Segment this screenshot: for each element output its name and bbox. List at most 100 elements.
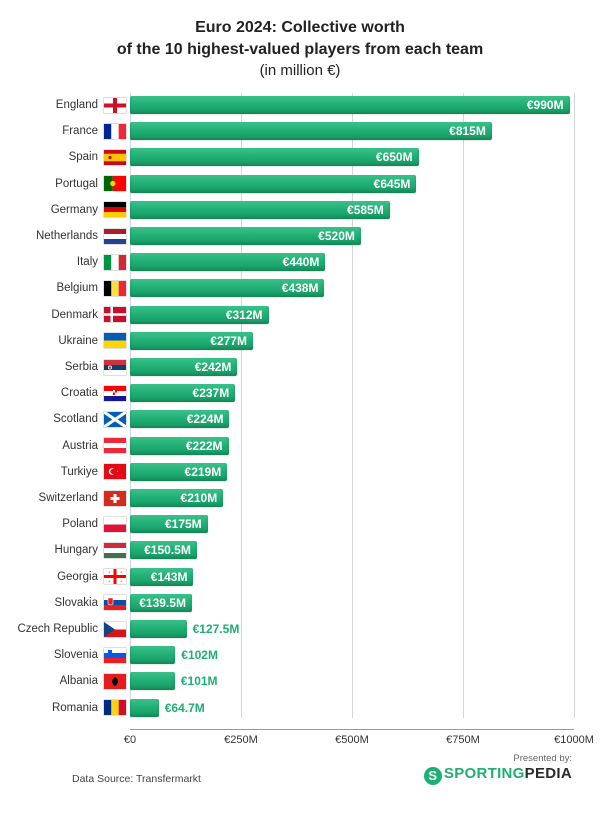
bar-value-label: €438M	[282, 281, 319, 295]
flag-icon	[104, 517, 126, 532]
bar-track: €139.5M	[130, 592, 574, 614]
bar-track: €650M	[130, 146, 574, 168]
bar-track: €150.5M	[130, 539, 574, 561]
chart-subtitle: (in million €)	[16, 62, 584, 79]
flag-icon	[104, 98, 126, 113]
bar-value-label: €645M	[374, 177, 411, 191]
bar	[130, 672, 175, 690]
flag-icon	[104, 674, 126, 689]
bar-row: Serbia €242M	[16, 355, 574, 379]
country-label: Germany	[16, 204, 102, 216]
flag-icon	[104, 333, 126, 348]
flag-icon	[104, 307, 126, 322]
country-label: Italy	[16, 256, 102, 268]
country-label: Netherlands	[16, 230, 102, 242]
bar-track: €102M	[130, 644, 574, 666]
bar-value-label: €143M	[151, 570, 188, 584]
bar-value-label: €990M	[527, 98, 564, 112]
chart-title-line1: Euro 2024: Collective worth	[16, 18, 584, 38]
flag-icon	[104, 648, 126, 663]
bar-value-label: €440M	[283, 255, 320, 269]
country-label: Turkiye	[16, 466, 102, 478]
presenter-logo: Presented by: SSPORTINGPEDIA	[424, 754, 572, 786]
brand-name: SSPORTINGPEDIA	[424, 766, 572, 785]
bar-row: Germany €585M	[16, 198, 574, 222]
bar-value-label: €224M	[187, 412, 224, 426]
bar-track: €440M	[130, 251, 574, 273]
bar-value-label: €242M	[195, 360, 232, 374]
bar-track: €815M	[130, 120, 574, 142]
bar-row: Slovakia €139.5M	[16, 591, 574, 615]
bar-row: Slovenia €102M	[16, 643, 574, 667]
country-label: Spain	[16, 151, 102, 163]
flag-icon	[104, 543, 126, 558]
bar-row: Portugal €645M	[16, 172, 574, 196]
country-label: England	[16, 99, 102, 111]
bar: €139.5M	[130, 594, 192, 612]
bar-value-label: €650M	[376, 150, 413, 164]
plot-area: €0€250M€500M€750M€1000MEngland€990MFranc…	[130, 93, 574, 728]
bar: €242M	[130, 358, 237, 376]
bar-track: €990M	[130, 94, 574, 116]
bar-value-label: €150.5M	[144, 543, 191, 557]
bar-value-label: €64.7M	[165, 701, 205, 715]
bar-track: €219M	[130, 461, 574, 483]
country-label: Croatia	[16, 387, 102, 399]
bar-track: €520M	[130, 225, 574, 247]
bar-track: €237M	[130, 382, 574, 404]
flag-icon	[104, 438, 126, 453]
bar-track: €312M	[130, 304, 574, 326]
chart-container: Euro 2024: Collective worth of the 10 hi…	[0, 0, 600, 795]
flag-icon	[104, 281, 126, 296]
bar-value-label: €585M	[347, 203, 384, 217]
bar: €222M	[130, 437, 229, 455]
flag-icon	[104, 595, 126, 610]
bar-value-label: €277M	[210, 334, 247, 348]
bar-row: Netherlands €520M	[16, 224, 574, 248]
bar-track: €242M	[130, 356, 574, 378]
bar-value-label: €219M	[185, 465, 222, 479]
bar: €150.5M	[130, 541, 197, 559]
bar: €219M	[130, 463, 227, 481]
country-label: Austria	[16, 440, 102, 452]
bar: €645M	[130, 175, 416, 193]
bar-track: €222M	[130, 435, 574, 457]
bar-track: €127.5M	[130, 618, 574, 640]
presented-by-label: Presented by:	[424, 754, 572, 764]
bar: €815M	[130, 122, 492, 140]
x-tick: €500M	[335, 734, 369, 746]
country-label: Ukraine	[16, 335, 102, 347]
bar-value-label: €102M	[181, 648, 218, 662]
x-axis	[130, 729, 574, 730]
flag-icon	[104, 150, 126, 165]
bar: €438M	[130, 279, 324, 297]
bar: €237M	[130, 384, 235, 402]
grid-line	[574, 93, 575, 718]
bar-row: Switzerland€210M	[16, 486, 574, 510]
bar: €440M	[130, 253, 325, 271]
bar-value-label: €815M	[449, 124, 486, 138]
x-tick: €250M	[224, 734, 258, 746]
data-source: Data Source: Transfermarkt	[72, 773, 201, 785]
country-label: Portugal	[16, 178, 102, 190]
bar	[130, 620, 187, 638]
country-label: Hungary	[16, 544, 102, 556]
bar: €312M	[130, 306, 269, 324]
bar: €990M	[130, 96, 570, 114]
bar-value-label: €210M	[181, 491, 218, 505]
bar-row: Hungary €150.5M	[16, 538, 574, 562]
bar-value-label: €237M	[193, 386, 230, 400]
bar-value-label: €175M	[165, 517, 202, 531]
chart-footer: Data Source: Transfermarkt Presented by:…	[16, 754, 584, 786]
country-label: Slovenia	[16, 649, 102, 661]
bar-row: Czech Republic€127.5M	[16, 617, 574, 641]
flag-icon	[104, 622, 126, 637]
bar-row: Croatia €237M	[16, 381, 574, 405]
bar-value-label: €139.5M	[139, 596, 186, 610]
country-label: Slovakia	[16, 597, 102, 609]
flag-icon	[104, 491, 126, 506]
bar: €224M	[130, 410, 229, 428]
country-label: Serbia	[16, 361, 102, 373]
bar-value-label: €312M	[226, 308, 263, 322]
flag-icon	[104, 124, 126, 139]
